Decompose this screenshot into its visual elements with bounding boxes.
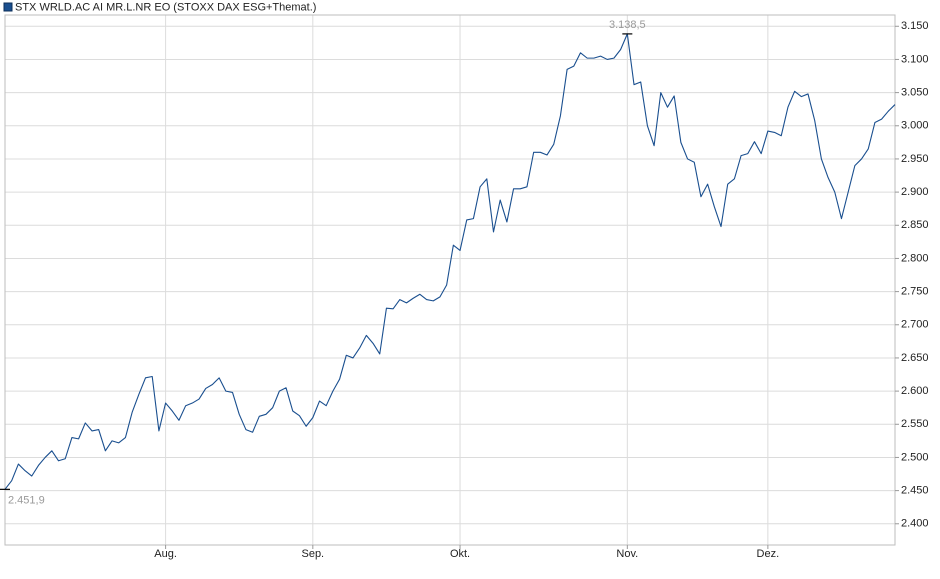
y-tick-label: 2.600 <box>901 385 929 397</box>
y-tick-label: 2.650 <box>901 352 929 364</box>
max-label: 3.138,5 <box>609 19 646 31</box>
y-tick-label: 3.100 <box>901 53 929 65</box>
y-tick-label: 2.800 <box>901 252 929 264</box>
min-label: 2.451,9 <box>8 494 45 506</box>
x-tick-label: Nov. <box>616 548 638 560</box>
x-tick-label: Sep. <box>301 548 324 560</box>
y-tick-label: 3.000 <box>901 120 929 132</box>
x-tick-label: Dez. <box>757 548 780 560</box>
x-tick-label: Okt. <box>450 548 470 560</box>
y-tick-label: 2.900 <box>901 186 929 198</box>
plot-frame <box>4 14 896 546</box>
y-tick-label: 2.400 <box>901 518 929 530</box>
price-line <box>4 33 896 490</box>
legend-swatch <box>3 2 13 12</box>
y-tick-label: 2.500 <box>901 451 929 463</box>
y-tick-label: 2.950 <box>901 153 929 165</box>
x-tick-label: Aug. <box>154 548 177 560</box>
y-tick-label: 2.450 <box>901 485 929 497</box>
chart-title: STX WRLD.AC AI MR.L.NR EO (STOXX DAX ESG… <box>15 1 316 13</box>
y-tick-label: 3.150 <box>901 20 929 32</box>
y-tick-label: 3.050 <box>901 87 929 99</box>
y-tick-label: 2.850 <box>901 219 929 231</box>
y-tick-label: 2.700 <box>901 319 929 331</box>
y-tick-label: 2.550 <box>901 418 929 430</box>
y-tick-label: 2.750 <box>901 286 929 298</box>
